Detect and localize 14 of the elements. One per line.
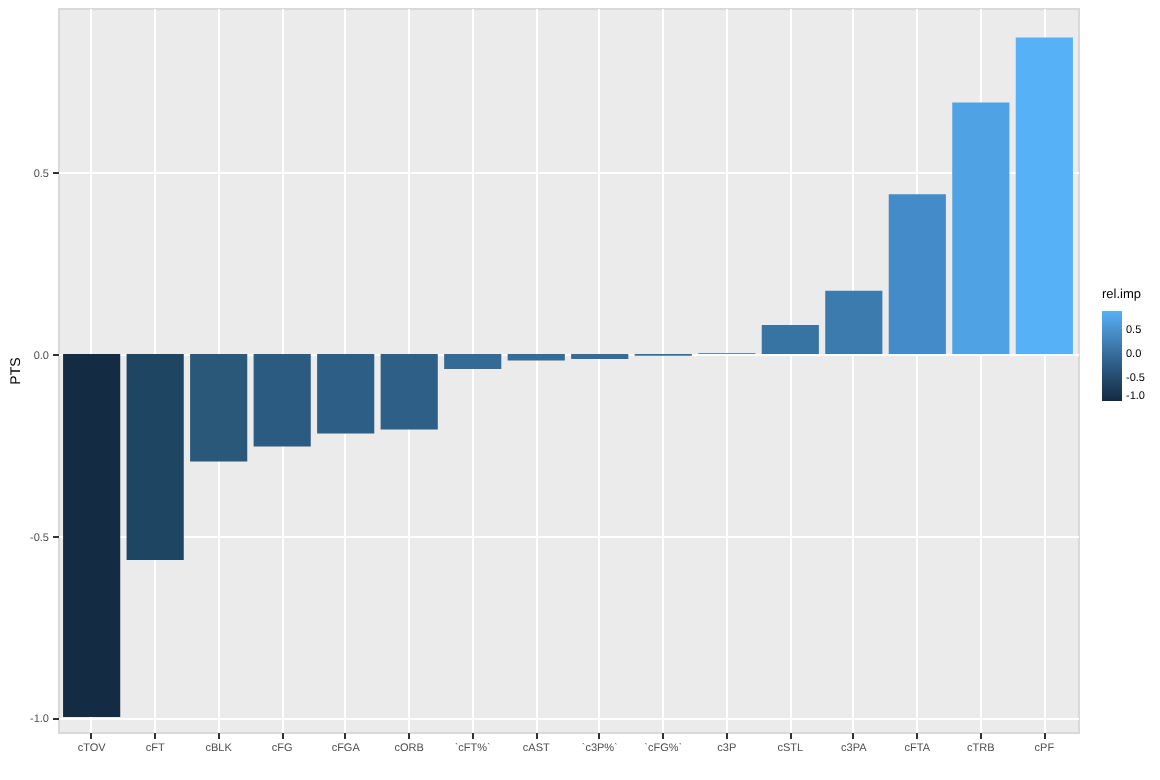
bar [571, 354, 629, 360]
bar [63, 354, 121, 718]
bar [1015, 37, 1073, 355]
bar [825, 290, 883, 355]
bar [507, 354, 565, 361]
bar [952, 102, 1010, 355]
bar [761, 324, 819, 355]
bar [126, 354, 184, 560]
bar [253, 354, 311, 447]
bar [888, 194, 946, 355]
bar [317, 354, 375, 434]
bar [444, 354, 502, 369]
bar [380, 354, 438, 430]
bar [190, 354, 248, 462]
